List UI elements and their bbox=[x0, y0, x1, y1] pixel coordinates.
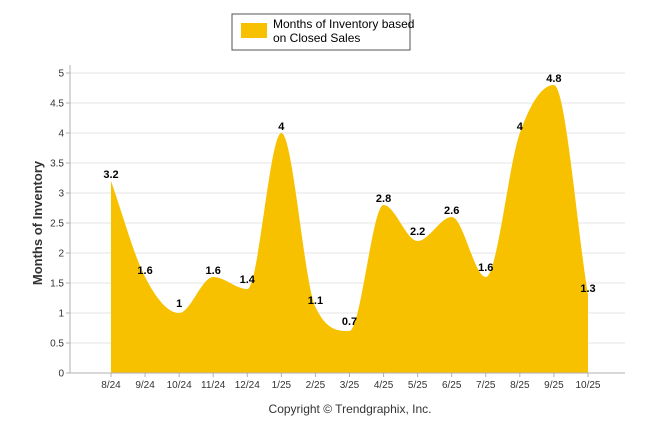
y-tick-label: 5 bbox=[58, 69, 64, 80]
data-label: 3.2 bbox=[103, 169, 118, 181]
data-label: 2.8 bbox=[376, 193, 391, 205]
x-tick-label: 1/25 bbox=[272, 380, 292, 391]
x-tick-label: 8/24 bbox=[101, 380, 121, 391]
y-tick-label: 0.5 bbox=[50, 339, 64, 350]
area-fill bbox=[111, 85, 588, 373]
data-label: 2.6 bbox=[444, 205, 459, 217]
data-label: 1.6 bbox=[137, 265, 152, 277]
data-label: 4 bbox=[517, 121, 524, 133]
x-tick-label: 9/25 bbox=[544, 380, 564, 391]
y-axis-ticks: 0 0.5 1 1.5 2 2.5 3 3.5 4 4.5 5 bbox=[50, 69, 70, 380]
x-tick-label: 12/24 bbox=[235, 380, 260, 391]
data-label: 4 bbox=[278, 121, 285, 133]
y-tick-label: 2.5 bbox=[50, 219, 64, 230]
data-label: 1.4 bbox=[240, 274, 256, 286]
legend[interactable]: Months of Inventory based on Closed Sale… bbox=[231, 13, 414, 51]
y-tick-label: 3.5 bbox=[50, 159, 64, 170]
x-tick-label: 5/25 bbox=[408, 380, 428, 391]
x-tick-label: 3/25 bbox=[340, 380, 360, 391]
x-tick-label: 2/25 bbox=[306, 380, 326, 391]
data-label: 0.7 bbox=[342, 316, 357, 328]
y-tick-label: 3 bbox=[58, 189, 64, 200]
x-tick-label: 6/25 bbox=[442, 380, 462, 391]
y-tick-label: 1.5 bbox=[50, 279, 64, 290]
data-label: 1.1 bbox=[308, 295, 323, 307]
area-series bbox=[111, 85, 588, 373]
legend-swatch bbox=[241, 23, 267, 38]
x-tick-label: 10/25 bbox=[575, 380, 600, 391]
y-tick-label: 0 bbox=[58, 369, 64, 380]
y-tick-label: 2 bbox=[58, 249, 64, 260]
data-label: 1.3 bbox=[580, 283, 595, 295]
x-tick-label: 11/24 bbox=[201, 380, 226, 391]
legend-label-line2: on Closed Sales bbox=[273, 31, 360, 45]
legend-label-line1: Months of Inventory based bbox=[273, 17, 414, 31]
data-label: 1.6 bbox=[206, 265, 221, 277]
x-axis-ticks: 8/24 9/24 10/24 11/24 12/24 1/25 2/25 3/25 4/25 5… bbox=[101, 373, 601, 391]
copyright-footer: Copyright © Trendgraphix, Inc. bbox=[269, 402, 432, 416]
y-tick-label: 1 bbox=[58, 309, 64, 320]
data-label: 1.6 bbox=[478, 262, 493, 274]
x-tick-label: 8/25 bbox=[510, 380, 530, 391]
x-tick-label: 4/25 bbox=[374, 380, 394, 391]
data-labels: 3.2 1.6 1 1.6 1.4 4 1.1 0.7 2.8 2.2 2.6 1.6 4 4.8 1.3 bbox=[103, 73, 595, 328]
x-tick-label: 9/24 bbox=[135, 380, 155, 391]
data-label: 2.2 bbox=[410, 226, 425, 238]
data-label: 1 bbox=[176, 298, 182, 310]
x-tick-label: 10/24 bbox=[167, 380, 192, 391]
y-axis-title: Months of Inventory bbox=[30, 160, 45, 285]
axes bbox=[69, 65, 625, 374]
x-tick-label: 7/25 bbox=[476, 380, 496, 391]
y-tick-label: 4.5 bbox=[50, 99, 64, 110]
y-tick-label: 4 bbox=[58, 129, 64, 140]
data-label: 4.8 bbox=[546, 73, 561, 85]
